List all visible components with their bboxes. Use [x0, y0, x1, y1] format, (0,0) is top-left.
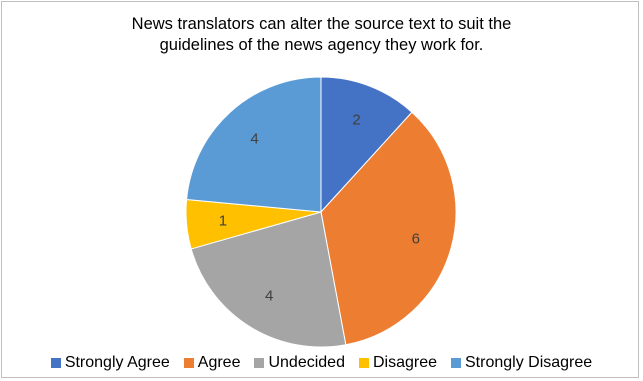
legend-item-strongly-disagree: Strongly Disagree: [451, 354, 592, 372]
legend-item-undecided: Undecided: [254, 354, 345, 372]
legend-label: Undecided: [268, 354, 345, 371]
legend-label: Strongly Disagree: [465, 354, 593, 371]
legend-item-strongly-agree: Strongly Agree: [50, 354, 170, 372]
chart-title: News translators can alter the source te…: [0, 14, 643, 56]
legend-item-disagree: Disagree: [358, 354, 437, 372]
legend-swatch: [358, 358, 369, 368]
data-label-undecided: 4: [265, 287, 273, 304]
legend-label: Agree: [197, 354, 241, 371]
legend-swatch: [183, 358, 194, 368]
pie-slice-agree: [320, 111, 457, 346]
legend-label: Strongly Agree: [64, 354, 170, 371]
legend-item-agree: Agree: [183, 354, 241, 372]
data-label-strongly-agree: 2: [352, 112, 360, 129]
legend-swatch: [451, 358, 461, 368]
pie-slice-strongly-disagree: [186, 76, 322, 213]
data-label-agree: 6: [412, 230, 420, 247]
legend-swatch: [50, 358, 61, 368]
legend-swatch: [254, 358, 265, 368]
pie-slice-undecided: [190, 211, 347, 348]
data-label-strongly-disagree: 4: [250, 131, 258, 148]
data-label-disagree: 1: [219, 213, 227, 230]
pie-slice-strongly-agree: [320, 76, 413, 214]
chart-title-line-1: News translators can alter the source te…: [131, 15, 512, 33]
chart-legend: Strongly Agree Agree Undecided Disagree …: [0, 354, 643, 372]
legend-label: Disagree: [372, 354, 437, 371]
chart-title-line-2: guidelines of the news agency they work …: [159, 36, 484, 54]
